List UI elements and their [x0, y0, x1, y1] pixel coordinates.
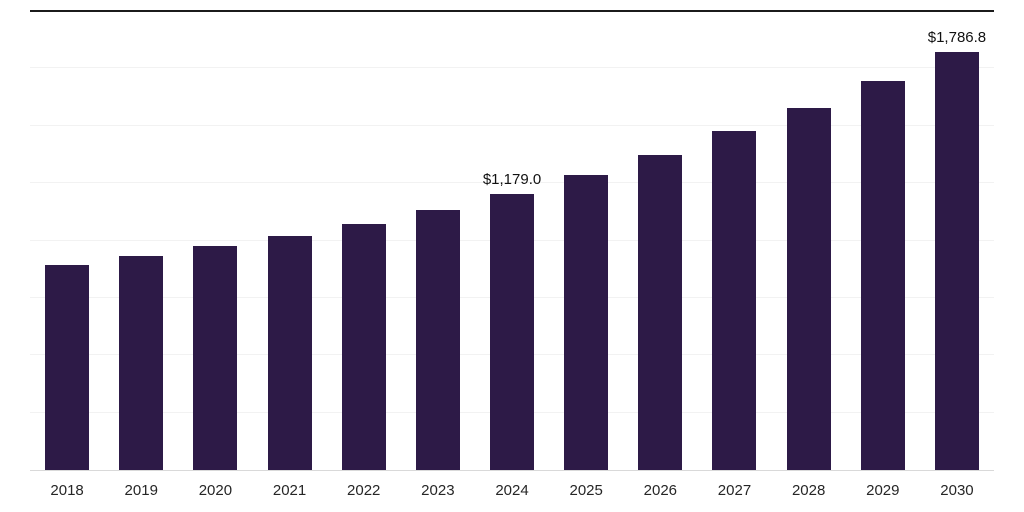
bar-value-label: $1,179.0 — [482, 170, 542, 188]
x-tick-label-2026: 2026 — [643, 482, 678, 499]
bar-2025 — [564, 174, 609, 470]
bar-slot — [30, 12, 104, 470]
x-tick-label-2025: 2025 — [569, 482, 603, 499]
x-tick-label-2019: 2019 — [124, 482, 158, 499]
gridline — [30, 124, 994, 126]
bar-value-label: $1,786.8 — [927, 28, 987, 46]
gridline — [30, 67, 994, 69]
bar-slot — [327, 12, 401, 470]
bar-2028 — [786, 108, 831, 470]
x-tick-label-2029: 2029 — [866, 482, 900, 499]
bar-2026 — [638, 155, 683, 470]
bar-slot — [252, 12, 326, 470]
bar-slot — [549, 12, 623, 470]
x-tick-label-2022: 2022 — [347, 482, 381, 499]
bar-2020 — [193, 245, 238, 470]
x-tick-label-2027: 2027 — [717, 482, 752, 499]
bar-2022 — [341, 223, 386, 470]
bar-slot — [623, 12, 697, 470]
bar-2030 — [934, 51, 979, 470]
bar-slot: $1,786.8 — [920, 12, 994, 470]
x-tick-label-2024: 2024 — [495, 482, 529, 499]
plot-area: $1,179.0 $1,786.8 — [30, 10, 994, 471]
bar-slot — [178, 12, 252, 470]
x-tick-label-2021: 2021 — [272, 482, 307, 499]
bar-slot — [772, 12, 846, 470]
gridline — [30, 182, 994, 184]
bar-2018 — [45, 264, 90, 470]
bar-slot — [401, 12, 475, 470]
bar-slot — [846, 12, 920, 470]
x-tick-label-2018: 2018 — [50, 482, 84, 499]
bar-2019 — [119, 255, 164, 470]
x-tick-label-2030: 2030 — [940, 482, 974, 499]
bar-slot — [104, 12, 178, 470]
bar-slot: $1,179.0 — [475, 12, 549, 470]
bar-2027 — [712, 131, 757, 470]
bar-2023 — [415, 209, 460, 470]
bar-2024 — [490, 193, 535, 470]
x-tick-label-2020: 2020 — [198, 482, 233, 499]
bar-2029 — [860, 81, 905, 470]
bars-container: $1,179.0 $1,786.8 — [30, 12, 994, 470]
x-tick-label-2028: 2028 — [791, 482, 826, 499]
x-axis: 2018 2019 2020 2021 2022 2023 2024 2025 2026 2027… — [30, 471, 994, 499]
x-tick-label-2023: 2023 — [421, 482, 455, 499]
bar-2021 — [267, 235, 312, 470]
bar-slot — [697, 12, 771, 470]
